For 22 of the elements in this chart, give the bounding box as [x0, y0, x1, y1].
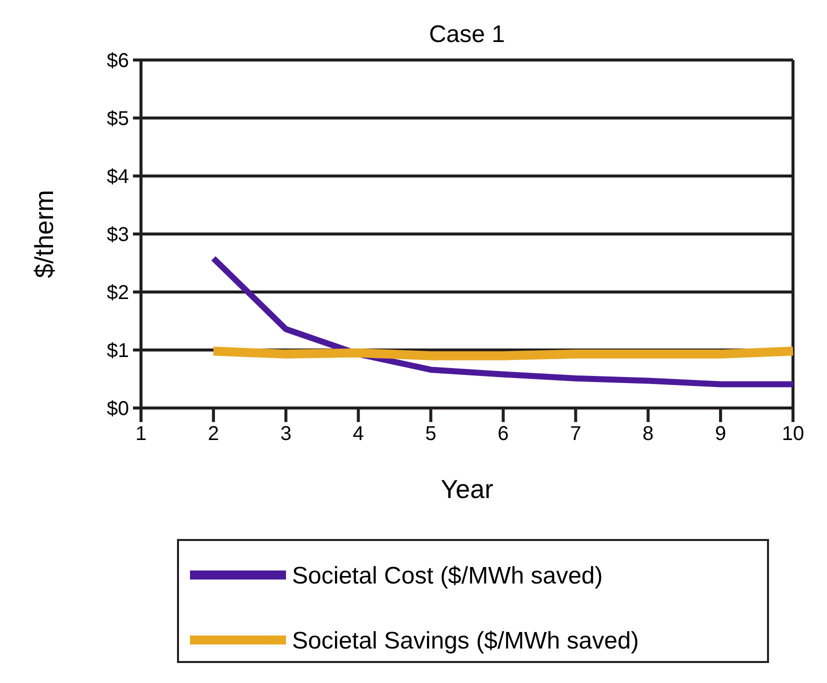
x-tick-label: 8	[642, 423, 654, 445]
x-tick-label: 7	[570, 423, 582, 445]
x-tick-label: 5	[425, 423, 436, 445]
y-tick-label: $3	[106, 224, 129, 246]
x-tick-label: 1	[135, 423, 147, 445]
y-tick-label: $4	[106, 166, 129, 188]
y-tick-label: $2	[106, 282, 129, 304]
x-tick-label: 2	[208, 423, 220, 445]
x-tick-label: 4	[352, 423, 364, 445]
legend-label: Societal Savings ($/MWh saved)	[292, 627, 639, 654]
y-tick-label: $1	[106, 340, 129, 362]
y-tick-label: $0	[106, 398, 129, 420]
y-tick-label: $5	[106, 108, 129, 130]
x-tick-label: 6	[498, 423, 509, 445]
chart-title: Case 1	[428, 21, 506, 48]
y-axis-title: $/therm	[29, 190, 59, 278]
x-axis-title: Year	[440, 474, 494, 504]
x-tick-label: 10	[782, 423, 804, 445]
x-tick-label: 3	[280, 423, 292, 445]
y-tick-label: $6	[106, 50, 129, 72]
x-tick-label: 9	[714, 423, 726, 445]
legend-label: Societal Cost ($/MWh saved)	[292, 562, 603, 590]
